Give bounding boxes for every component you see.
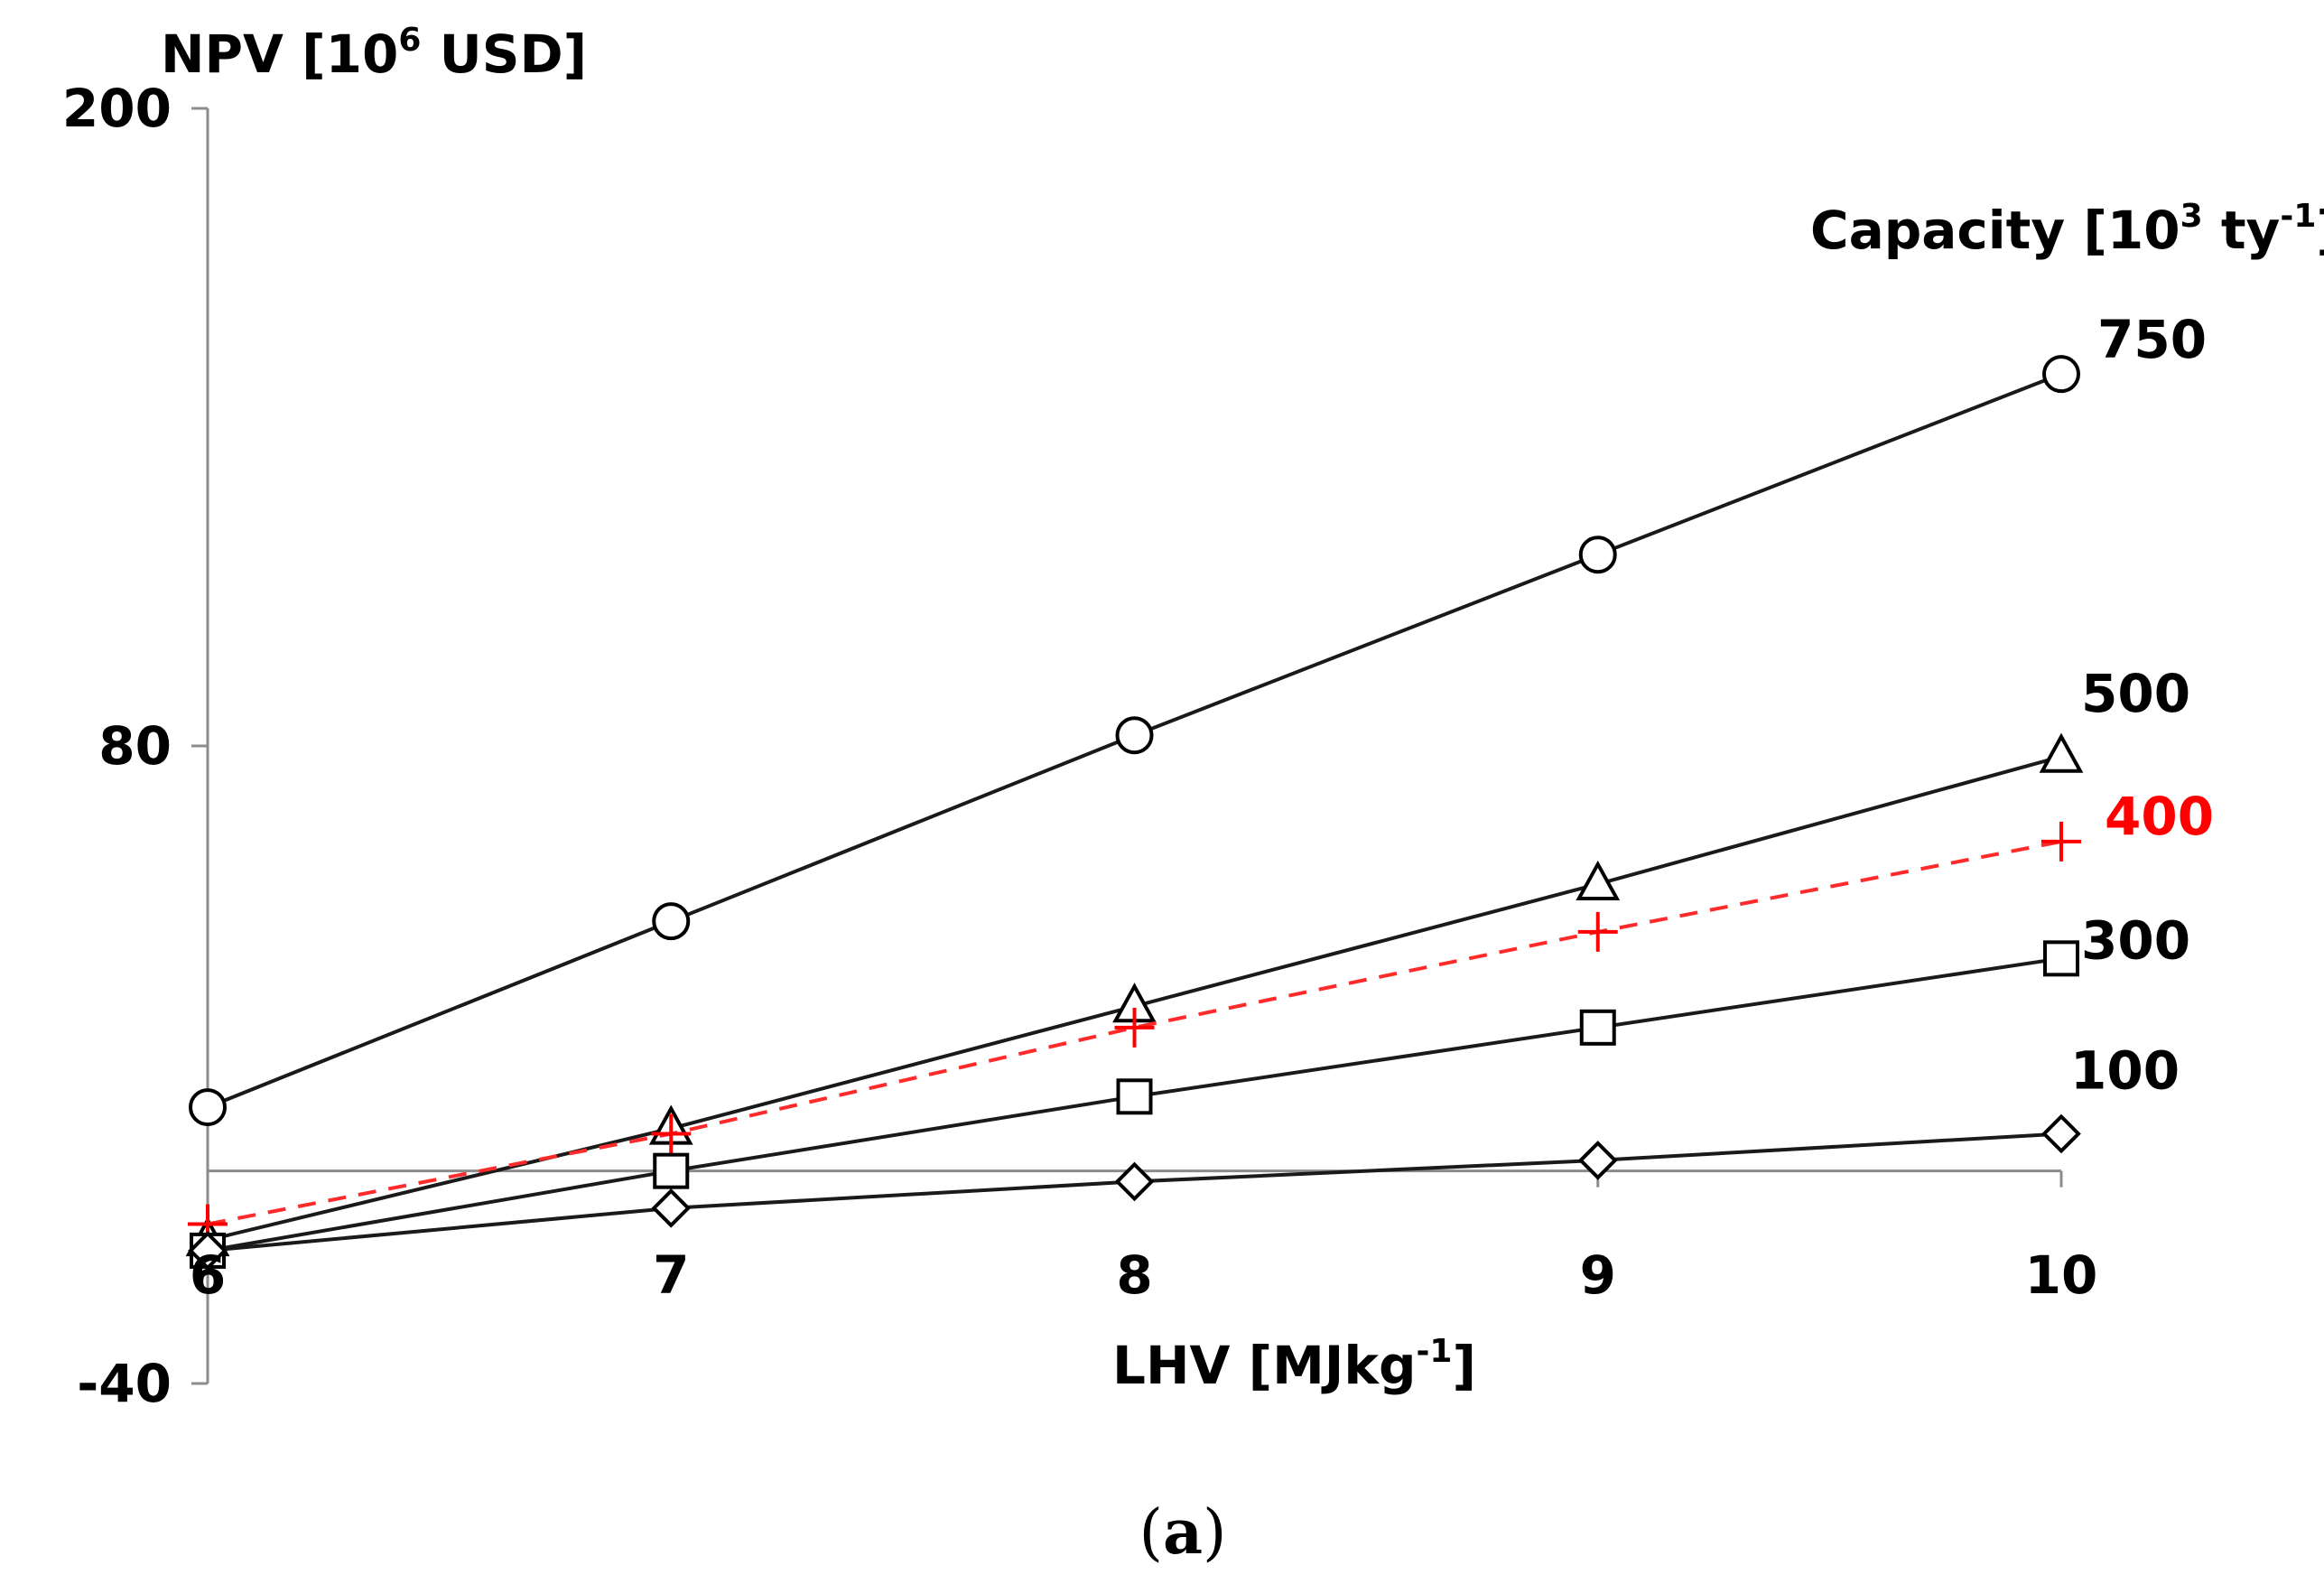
data-point-750	[189, 1088, 227, 1127]
data-point-400	[1577, 911, 1618, 952]
data-point-100	[651, 1188, 692, 1228]
figure-caption: (a)	[1139, 1496, 1226, 1569]
series-label-300: 300	[2081, 909, 2190, 971]
data-point-300	[1579, 1009, 1616, 1046]
data-point-400	[651, 1113, 692, 1154]
data-point-300	[1116, 1078, 1153, 1115]
series-100	[188, 1113, 2081, 1271]
data-point-100	[1577, 1141, 1618, 1180]
series-label-400: 400	[2105, 786, 2214, 847]
x-axis-title: LHV [MJkg-1]	[1112, 1333, 1476, 1396]
data-point-300	[653, 1152, 690, 1189]
y-axis-title: NPV [106 USD]	[161, 22, 587, 85]
data-point-750	[1115, 716, 1154, 755]
x-tick-label: 7	[653, 1244, 689, 1306]
series-label-500: 500	[2081, 663, 2190, 724]
x-tick-label: 6	[190, 1244, 226, 1306]
series-line-400	[207, 839, 2062, 1226]
data-point-500	[2039, 732, 2084, 773]
data-point-100	[188, 1231, 228, 1271]
data-point-400	[2041, 821, 2081, 862]
data-point-300	[2043, 940, 2079, 977]
y-tick-label: 200	[62, 78, 172, 139]
y-tick-label: 80	[98, 715, 172, 777]
data-point-100	[1114, 1161, 1155, 1202]
x-tick-label: 9	[1580, 1244, 1616, 1306]
data-point-750	[652, 902, 691, 941]
y-tick-label: -40	[77, 1353, 172, 1414]
series-400	[188, 821, 2081, 1244]
x-tick-label: 8	[1116, 1244, 1152, 1306]
labels-group: 200 80 -40 6 7 8 9 10 750 500 400 300 100	[62, 78, 2214, 1414]
data-point-750	[2042, 355, 2080, 394]
x-tick-label: 10	[2025, 1244, 2098, 1306]
series-label-100: 100	[2070, 1039, 2180, 1101]
legend-title: Capacity [103 ty-1]	[1810, 198, 2324, 261]
data-point-500	[1576, 860, 1621, 900]
series-750	[189, 355, 2080, 1127]
data-point-100	[2041, 1113, 2081, 1154]
series-label-750: 750	[2097, 309, 2207, 370]
data-point-750	[1578, 536, 1617, 574]
data-point-400	[1114, 1007, 1155, 1048]
series-group	[185, 355, 2084, 1271]
